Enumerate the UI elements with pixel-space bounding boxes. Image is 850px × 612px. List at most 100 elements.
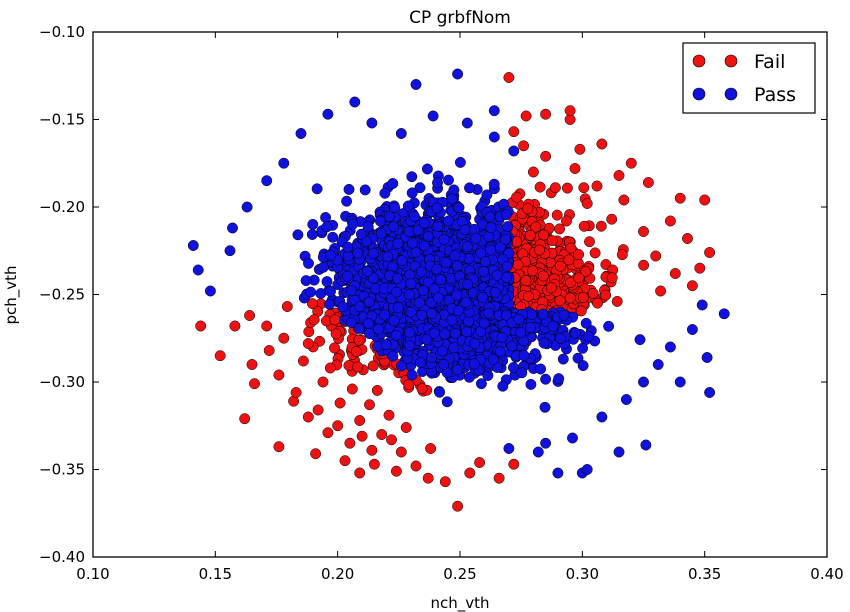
fail-point-76: [364, 399, 375, 411]
pass-cloud-point: [525, 322, 536, 334]
pass-cloud-point: [387, 350, 399, 362]
pass-cloud-point: [494, 346, 506, 358]
fail-cloud-point: [330, 328, 342, 340]
pass-cloud-point: [468, 358, 480, 370]
pass-point-11: [686, 324, 698, 335]
fail-point-1: [452, 500, 464, 512]
pass-cloud-point: [439, 328, 451, 340]
pass-cloud: [292, 156, 646, 413]
pass-cloud-point: [431, 202, 443, 214]
pass-cloud-point: [415, 266, 427, 278]
pass-cloud-point: [449, 328, 461, 340]
fail-point-43: [549, 182, 561, 194]
pass-cloud-point: [478, 265, 490, 277]
pass-cloud-point: [538, 337, 550, 349]
x-tick-label: 0.35: [688, 565, 721, 583]
fail-point-63: [334, 397, 346, 409]
fail-point-6: [390, 465, 402, 477]
pass-cloud-point: [379, 187, 391, 199]
fail-point-18: [674, 192, 686, 204]
pass-cloud-point: [311, 183, 323, 195]
pass-point-31: [620, 394, 632, 405]
pass-point-9: [701, 352, 713, 363]
fail-cloud-point: [587, 287, 599, 299]
pass-cloud-point: [446, 314, 458, 326]
pass-cloud-point: [342, 270, 354, 282]
pass-cloud-point: [300, 275, 312, 287]
fail-point-19: [699, 194, 711, 206]
fail-cloud-point: [520, 275, 532, 287]
fail-cloud-point: [577, 292, 589, 303]
x-axis-label: nch_vth: [430, 594, 489, 612]
pass-cloud-point: [361, 265, 373, 277]
pass-cloud-point: [327, 231, 339, 243]
pass-cloud-point: [405, 278, 417, 290]
fail-point-62: [317, 376, 329, 388]
fail-point-12: [310, 448, 322, 460]
pass-cloud-point: [468, 223, 480, 235]
pass-point-17: [581, 464, 593, 475]
fail-cloud-point: [564, 292, 576, 304]
pass-cloud-point: [414, 297, 426, 309]
fail-point-57: [366, 444, 378, 456]
fail-point-37: [650, 250, 662, 262]
fail-point-65: [376, 429, 388, 440]
pass-point-34: [540, 437, 552, 449]
pass-cloud-point: [418, 240, 430, 252]
fail-point-29: [642, 177, 654, 188]
pass-cloud-point: [324, 298, 335, 310]
fail-cloud-point: [589, 247, 601, 259]
fail-cloud-point: [592, 297, 603, 309]
fail-cloud-point: [580, 265, 592, 277]
fail-point-4: [493, 472, 505, 484]
pass-point-6: [204, 285, 216, 297]
x-tick-label: 0.10: [76, 565, 109, 583]
fail-point-26: [540, 108, 552, 120]
pass-cloud-point: [432, 177, 443, 189]
fail-point-72: [386, 434, 397, 446]
pass-cloud-point: [487, 353, 499, 365]
pass-cloud-point: [448, 184, 460, 196]
pass-point-21: [503, 443, 515, 454]
pass-cloud-point: [426, 352, 437, 364]
fail-cloud-point: [534, 181, 546, 193]
fail-point-33: [591, 180, 603, 192]
fail-point-28: [564, 105, 576, 117]
pass-cloud-point: [382, 251, 394, 263]
pass-cloud-point: [475, 247, 487, 259]
pass-cloud-point: [461, 241, 473, 252]
fail-point-56: [344, 437, 356, 449]
legend-box: [682, 42, 816, 114]
fail-point-68: [290, 387, 302, 398]
fail-cloud-point: [573, 249, 585, 260]
pass-point-13: [674, 376, 686, 388]
fail-point-46: [574, 143, 586, 155]
fail-cloud-point: [352, 361, 364, 373]
fail-cloud-point: [554, 295, 566, 307]
pass-cloud-point: [359, 184, 371, 196]
pass-point-19: [640, 439, 652, 451]
data-points: [187, 68, 730, 512]
pass-cloud-point: [485, 222, 497, 234]
pass-cloud-point: [406, 171, 418, 183]
fail-cloud-point: [561, 215, 572, 227]
pass-cloud-point: [416, 309, 428, 321]
pass-cloud-point: [582, 330, 594, 342]
legend-fail-label: Fail: [754, 51, 785, 73]
pass-cloud-point: [451, 289, 463, 301]
fail-cloud-point: [303, 326, 315, 338]
pass-point-20: [532, 446, 544, 458]
fail-point-40: [669, 268, 681, 279]
fail-point-5: [354, 467, 366, 479]
fail-point-70: [332, 420, 344, 432]
pass-point-14: [664, 341, 676, 353]
fail-point-32: [618, 194, 630, 206]
fail-point-51: [249, 378, 260, 390]
pass-cloud-point: [320, 212, 332, 223]
pass-cloud-point: [303, 257, 314, 269]
pass-cloud-point: [483, 307, 495, 319]
pass-point-33: [567, 432, 578, 444]
pass-cloud-point: [443, 174, 454, 186]
pass-point-28: [227, 222, 238, 234]
y-axis-label: pch_vth: [2, 265, 21, 324]
